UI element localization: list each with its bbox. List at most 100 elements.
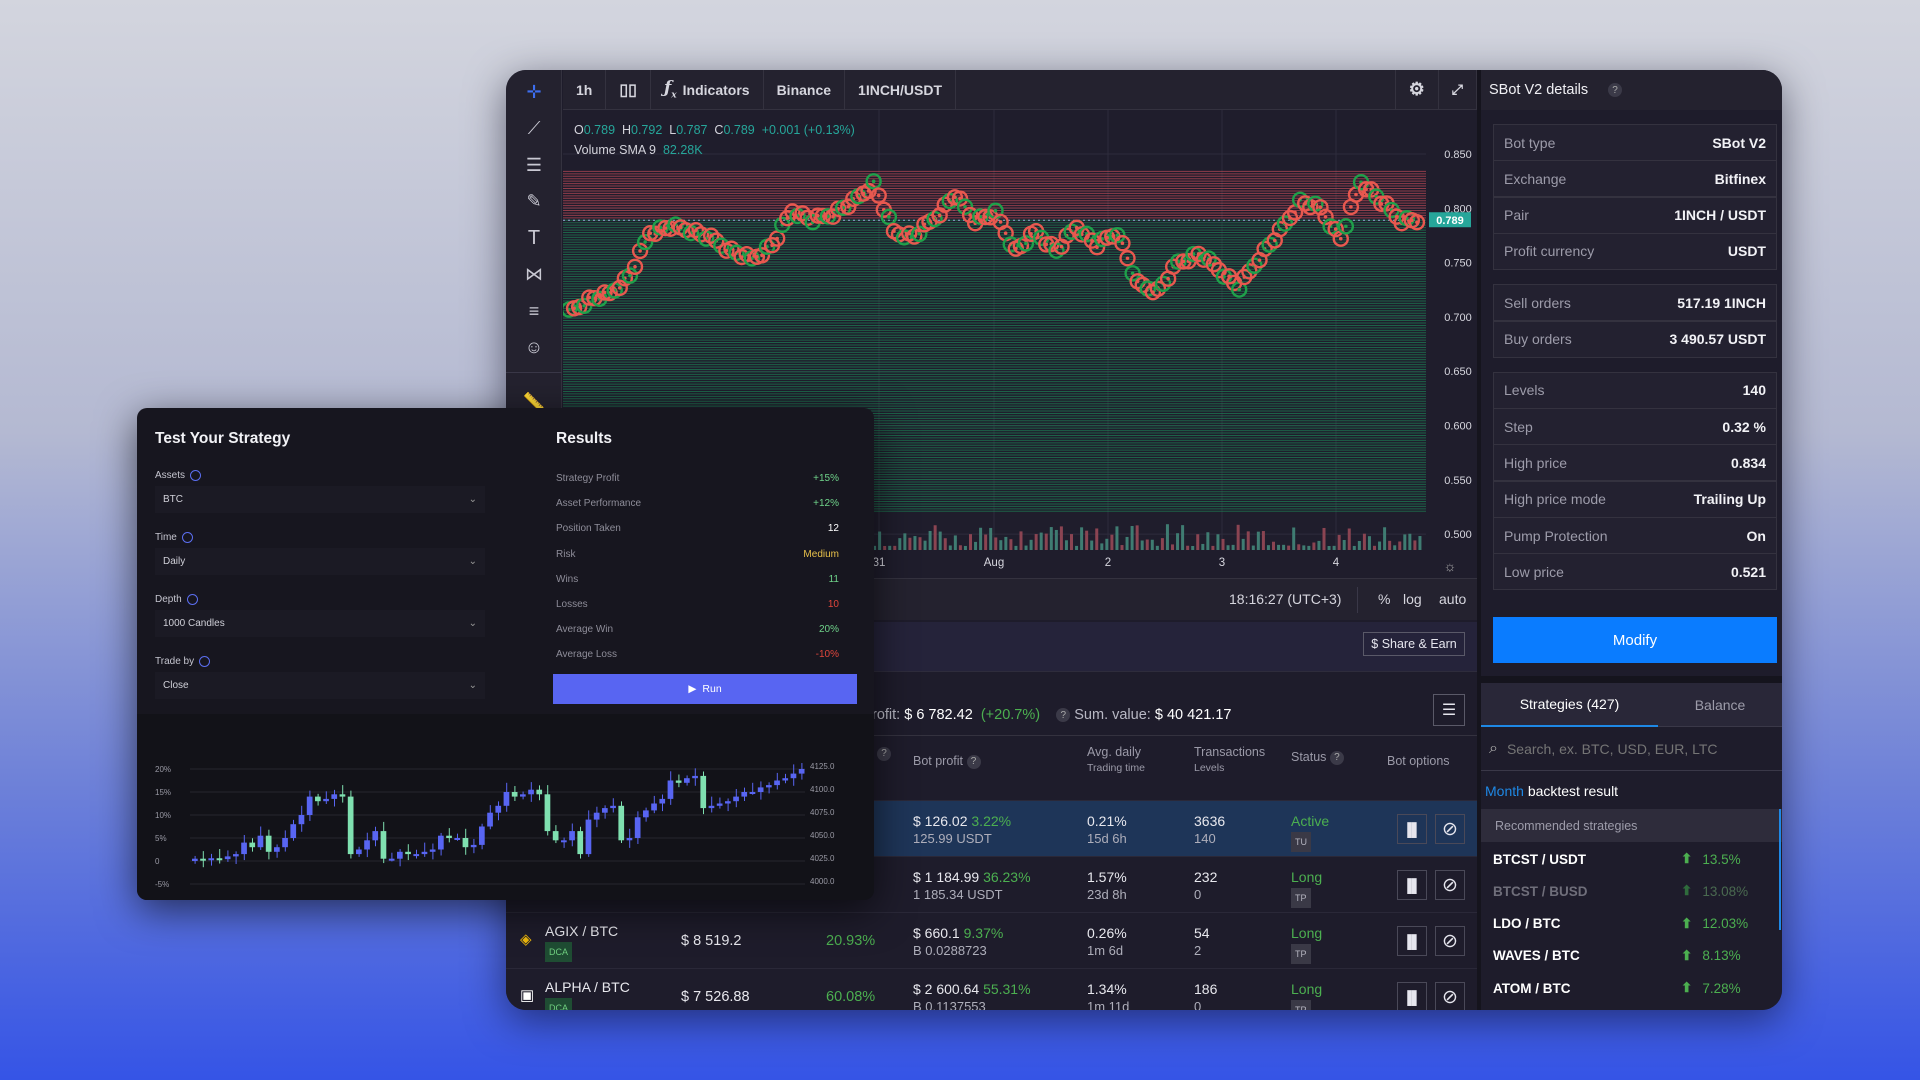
levels: 0	[1194, 887, 1202, 902]
status-text: Long	[1291, 981, 1323, 997]
stats-button[interactable]: ▐▌	[1397, 926, 1427, 956]
share-earn-button[interactable]: $ Share & Earn	[1363, 632, 1465, 656]
candle-body	[610, 805, 616, 809]
interval-button[interactable]: 1h	[563, 70, 607, 110]
strategy-item[interactable]: WAVES / BTC ⬆ 8.13%	[1481, 940, 1781, 972]
tool-brush[interactable]: ✎	[520, 188, 548, 216]
col-help-icon[interactable]: ?	[877, 745, 891, 761]
price-tick-label: 0.500	[1444, 529, 1472, 541]
help-icon[interactable]: ?	[1056, 708, 1071, 723]
order-marker	[951, 190, 969, 207]
horizontal-lines-icon: ☰	[525, 154, 543, 175]
candle-type-button[interactable]: ▯▯	[606, 70, 651, 110]
tool-emoji[interactable]: ☺	[520, 334, 548, 362]
x-tick-label: 3	[1219, 557, 1225, 569]
field-select[interactable]: Close ⌄	[155, 672, 485, 699]
indicators-button[interactable]: ƒx Indicators	[651, 70, 764, 110]
tool-ruler[interactable]: 📏	[520, 388, 548, 416]
tool-text[interactable]: T	[520, 224, 548, 252]
left-tick-label: 5%	[155, 834, 167, 843]
transactions-cell: 3636 140	[1194, 812, 1225, 848]
stop-button[interactable]: ⊘	[1435, 814, 1465, 844]
candle-body	[503, 792, 510, 806]
volume-bar	[888, 545, 892, 550]
stop-button[interactable]: ⊘	[1435, 870, 1465, 900]
chart-toolbar: 1h ▯▯ ƒx Indicators Binance 1INCH/USDT ⚙ …	[563, 70, 1477, 110]
info-icon[interactable]	[199, 656, 211, 667]
help-icon[interactable]: ?	[1608, 83, 1622, 97]
stop-button[interactable]: ⊘	[1435, 982, 1465, 1010]
exchange-button[interactable]: Binance	[764, 70, 846, 110]
filter-button[interactable]: ☰	[1433, 694, 1465, 726]
info-icon[interactable]	[190, 470, 202, 481]
log-toggle[interactable]: log	[1403, 591, 1422, 607]
search-input[interactable]	[1506, 740, 1757, 757]
detail-label: Step	[1504, 418, 1533, 435]
header-bot-profit[interactable]: Bot profit ?	[913, 753, 981, 769]
high-label: H	[621, 123, 631, 137]
volume-bar	[989, 527, 993, 550]
help-icon[interactable]: ?	[966, 754, 981, 769]
info-icon[interactable]	[181, 532, 193, 543]
volume-bar	[1216, 534, 1220, 550]
scrollbar[interactable]	[1779, 809, 1781, 930]
tab-balance[interactable]: Balance	[1694, 697, 1746, 713]
bot-profit-cell: $ 2 600.64 55.31% B 0.1137553	[913, 980, 1031, 1010]
candle-body	[626, 838, 633, 841]
strategy-item[interactable]: BTCST / USDT ⬆ 13.5%	[1481, 843, 1781, 875]
price-chart[interactable]: 31 Aug 2 3 40.8500.8000.7500.7000.6500.6000.…	[563, 110, 1477, 578]
modify-button[interactable]: Modify	[1493, 617, 1777, 663]
chart-settings-icon[interactable]: ☼	[1444, 558, 1457, 574]
run-button[interactable]: ▶ Run	[553, 674, 857, 704]
fullscreen-button[interactable]: ⤢	[1439, 70, 1477, 110]
stop-button[interactable]: ⊘	[1435, 926, 1465, 956]
strategy-search[interactable]: ⌕	[1481, 727, 1782, 771]
percent-toggle[interactable]: %	[1378, 591, 1391, 607]
pattern-icon: ⋈	[525, 264, 543, 284]
order-marker	[636, 233, 654, 251]
order-marker-dot	[760, 253, 764, 258]
field-select[interactable]: BTC ⌄	[155, 486, 485, 513]
result-label: Strategy Profit	[556, 473, 620, 484]
volume-value: 82.28K	[662, 143, 703, 157]
table-row[interactable]: ◈ AGIX / BTC DCA $ 8 519.2 20.93% $ 660.1 9.3…	[506, 912, 1477, 968]
strategy-item[interactable]: BTCST / BUSD ⬆ 13.08%	[1481, 875, 1781, 907]
header-avg-daily[interactable]: Avg. daily Trading time	[1087, 744, 1145, 776]
order-marker	[1154, 275, 1172, 292]
header-status[interactable]: Status ?	[1291, 749, 1344, 765]
table-row[interactable]: ▣ ALPHA / BTC DCA $ 7 526.88 60.08% $ 2 600.6…	[506, 968, 1477, 1010]
tool-trend-line[interactable]: ⟋	[520, 115, 548, 143]
stats-button[interactable]: ▐▌	[1397, 814, 1427, 844]
auto-toggle[interactable]: auto	[1439, 591, 1467, 607]
order-marker-dot	[887, 215, 891, 219]
tool-crosshair[interactable]: ✛	[520, 78, 548, 106]
header-transactions[interactable]: Transactions Levels	[1194, 744, 1265, 776]
result-row: Average Win 20%	[556, 624, 839, 635]
order-marker-dot	[1257, 258, 1262, 262]
stats-button[interactable]: ▐▌	[1397, 982, 1427, 1010]
result-label: Average Win	[556, 624, 614, 636]
tool-pattern[interactable]: ⋈	[520, 261, 548, 289]
profit-percent: 36.23%	[983, 869, 1031, 885]
order-marker	[576, 297, 593, 314]
field-select[interactable]: 1000 Candles ⌄	[155, 610, 485, 637]
tool-horizontal-lines[interactable]: ☰	[520, 151, 548, 179]
candle-body	[249, 842, 256, 848]
period-selector[interactable]: Month	[1485, 783, 1524, 799]
symbol-button[interactable]: 1INCH/USDT	[845, 70, 957, 110]
settings-button[interactable]: ⚙	[1394, 70, 1439, 110]
left-tick-label: 20%	[155, 765, 171, 774]
order-marker	[1149, 280, 1167, 298]
stats-button[interactable]: ▐▌	[1397, 870, 1427, 900]
backtest-heading: Month backtest result	[1485, 783, 1618, 799]
candle-body	[643, 810, 649, 818]
info-icon[interactable]	[186, 594, 198, 605]
order-marker	[723, 240, 740, 257]
strategy-item[interactable]: LDO / BTC ⬆ 12.03%	[1481, 908, 1781, 940]
strategy-item[interactable]: ATOM / BTC ⬆ 7.28%	[1481, 972, 1781, 1004]
field-select[interactable]: Daily ⌄	[155, 548, 485, 575]
tool-fib[interactable]: ≡	[520, 297, 548, 325]
tab-strategies[interactable]: Strategies (427)	[1481, 683, 1658, 727]
table-row[interactable]: $ 1 184.99 36.23% 1 185.34 USDT 1.57% 23d 8…	[506, 856, 1477, 912]
help-icon[interactable]: ?	[1329, 750, 1344, 765]
